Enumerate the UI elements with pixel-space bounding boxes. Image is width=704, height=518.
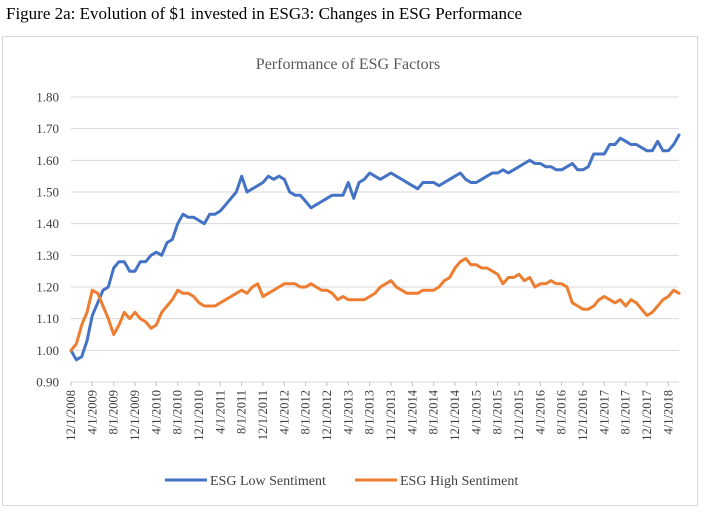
- figure-title: Figure 2a: Evolution of $1 invested in E…: [6, 4, 523, 23]
- x-tick-label: 4/1/2015: [469, 390, 483, 434]
- y-tick-label: 1.40: [36, 216, 59, 231]
- x-tick-label: 12/1/2015: [512, 390, 526, 441]
- series-lines: [69, 133, 681, 362]
- line-chart: Performance of ESG Factors 1.801.701.601…: [36, 56, 681, 489]
- y-tick-label: 1.30: [36, 248, 59, 263]
- x-tick-label: 12/1/2012: [320, 390, 334, 441]
- x-tick-label: 12/1/2009: [128, 390, 142, 441]
- legend-label: ESG Low Sentiment: [210, 474, 326, 489]
- x-tick-label: 4/1/2009: [85, 390, 99, 434]
- x-tick-label: 12/1/2017: [640, 390, 654, 441]
- chart-title: Performance of ESG Factors: [256, 56, 440, 73]
- series-line-1: [69, 133, 681, 362]
- y-axis-ticks: 1.80 1.70 1.60 1.50 1.40 1.30 1.20 1.10 1.00 0.90: [36, 90, 59, 390]
- x-tick-label: 8/1/2011: [235, 390, 249, 434]
- x-tick-label: 4/1/2017: [597, 390, 611, 434]
- x-tick-label: 8/1/2015: [491, 390, 505, 434]
- x-tick-label: 8/1/2013: [363, 390, 377, 434]
- y-tick-label: 0.90: [36, 375, 59, 390]
- x-tick-label: 12/1/2008: [64, 390, 78, 441]
- x-tick-label: 4/1/2012: [277, 390, 291, 434]
- x-tick-label: 8/1/2014: [427, 389, 441, 434]
- x-axis-ticks: 12/1/2008 4/1/2009 8/1/2009 12/1/2009 4/1/20…: [64, 389, 675, 440]
- y-tick-label: 1.20: [36, 280, 59, 295]
- x-tick-label: 12/1/2013: [384, 390, 398, 441]
- legend: ESG Low Sentiment ESG High Sentiment: [165, 474, 518, 489]
- y-tick-label: 1.80: [36, 90, 59, 105]
- x-tick-label: 4/1/2010: [149, 390, 163, 434]
- x-tick-label: 8/1/2016: [555, 390, 569, 434]
- y-tick-label: 1.00: [36, 343, 59, 358]
- x-tick-label: 8/1/2012: [299, 390, 313, 434]
- y-tick-label: 1.50: [36, 185, 59, 200]
- x-tick-label: 12/1/2016: [576, 390, 590, 441]
- x-tick-label: 12/1/2014: [448, 389, 462, 440]
- x-tick-label: 4/1/2011: [213, 390, 227, 434]
- y-tick-label: 1.60: [36, 153, 59, 168]
- x-tick-label: 12/1/2010: [192, 390, 206, 441]
- series-line-2: [69, 257, 681, 352]
- x-axis-tick-marks: [70, 382, 669, 386]
- legend-label: ESG High Sentiment: [400, 474, 518, 489]
- gridlines: [71, 96, 679, 383]
- chart-container: Performance of ESG Factors 1.80 1.70 1.60 1…: [2, 36, 698, 506]
- x-tick-label: 4/1/2016: [533, 390, 547, 434]
- x-tick-label: 12/1/2011: [256, 390, 270, 440]
- x-tick-label: 8/1/2009: [107, 390, 121, 434]
- x-tick-label: 4/1/2018: [661, 390, 675, 434]
- x-tick-label: 8/1/2017: [619, 390, 633, 434]
- y-tick-label: 1.10: [36, 311, 59, 326]
- x-tick-label: 4/1/2013: [341, 390, 355, 434]
- y-tick-label: 1.70: [36, 121, 59, 136]
- x-tick-label: 4/1/2014: [405, 389, 419, 434]
- x-tick-label: 8/1/2010: [171, 390, 185, 434]
